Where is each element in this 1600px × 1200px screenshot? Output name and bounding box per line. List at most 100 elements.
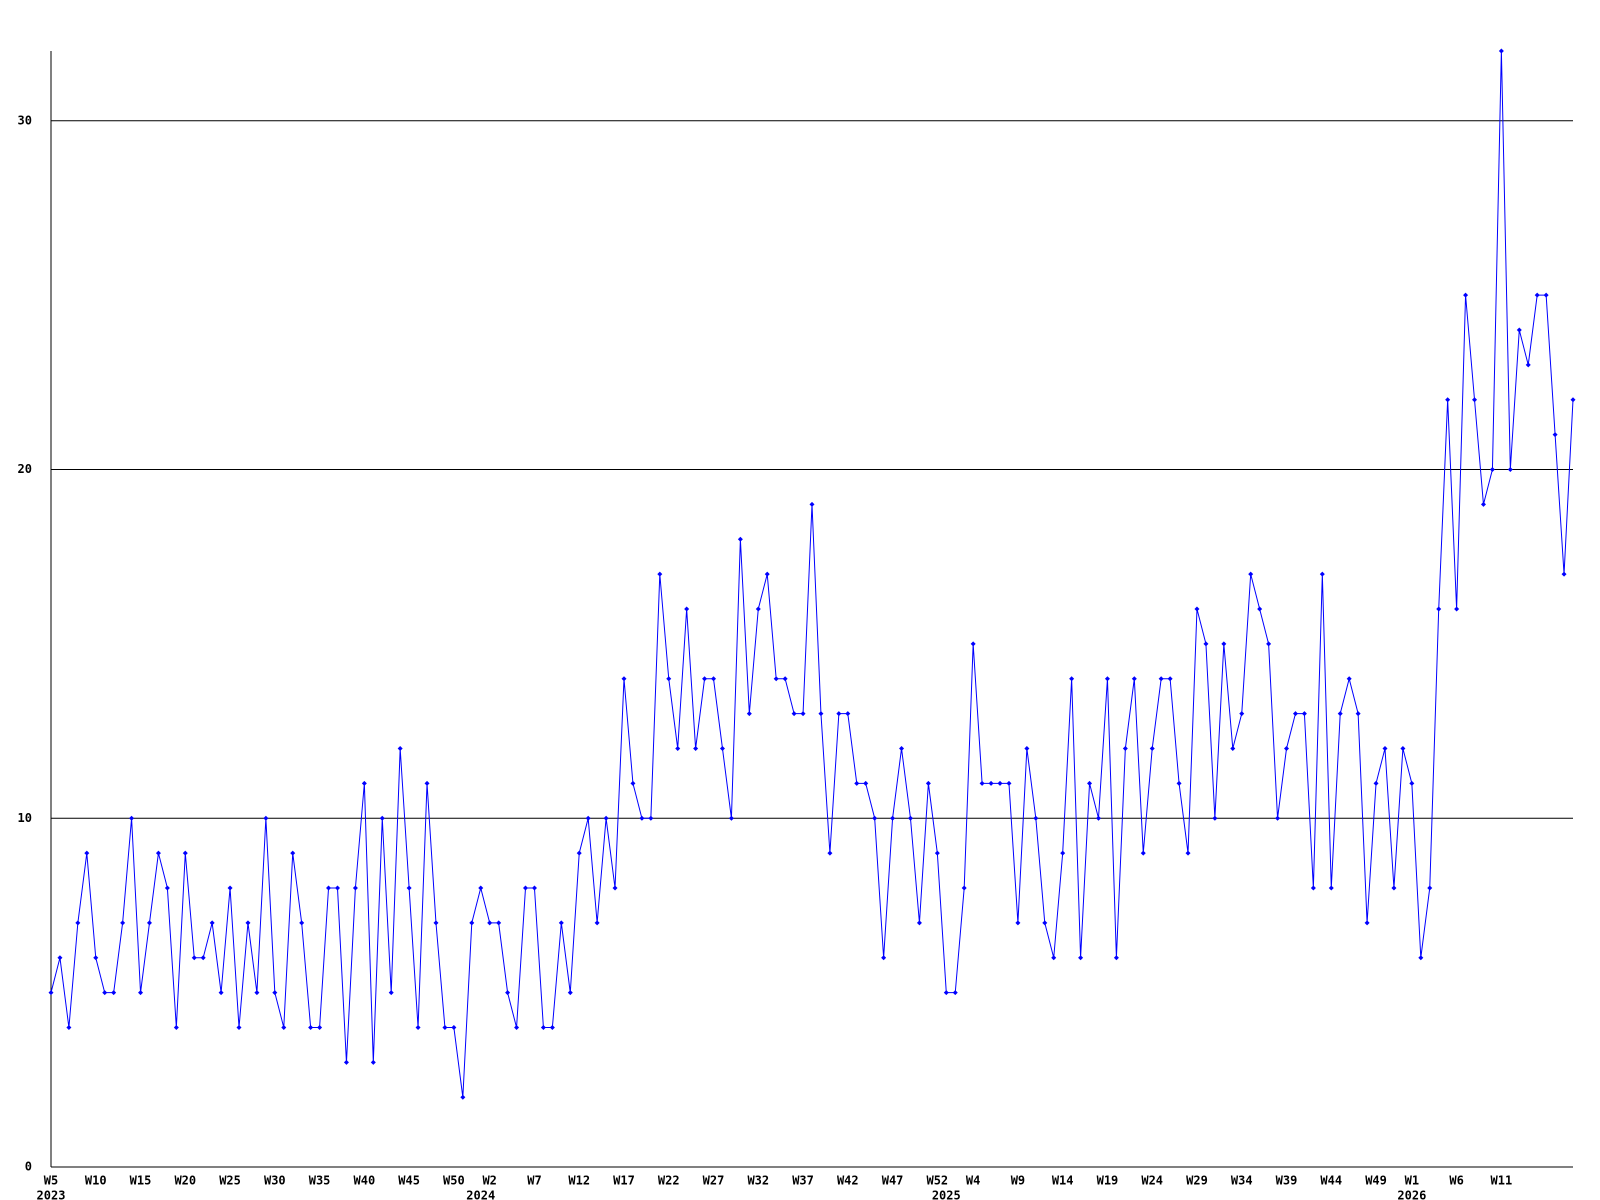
data-point [800, 711, 806, 717]
data-point [442, 1025, 448, 1030]
data-point [191, 955, 197, 961]
x-tick-label: W52 [926, 1174, 948, 1188]
data-point [1525, 362, 1531, 368]
data-point [907, 815, 913, 821]
data-point [496, 920, 502, 926]
data-point [1301, 711, 1307, 717]
data-point [1230, 746, 1236, 751]
data-point [478, 885, 484, 891]
data-point [854, 780, 860, 786]
data-point [299, 920, 305, 926]
data-point [755, 606, 761, 612]
data-point [388, 990, 394, 996]
data-point [540, 1025, 546, 1030]
data-point [621, 676, 627, 682]
data-point [809, 501, 815, 507]
data-point [1069, 676, 1075, 682]
data-point [48, 990, 54, 996]
data-point [1015, 920, 1021, 926]
x-tick-label: W9 [1011, 1174, 1025, 1188]
data-point [988, 780, 994, 786]
data-point [343, 1059, 349, 1065]
data-point [209, 920, 215, 926]
data-point [129, 815, 135, 821]
x-tick-label: W20 [174, 1174, 196, 1188]
data-point [352, 885, 358, 891]
data-point [648, 815, 654, 821]
data-point [406, 885, 412, 891]
data-point [1355, 711, 1361, 717]
data-point [523, 885, 529, 891]
data-line [50, 50, 1574, 1098]
data-point [1364, 920, 1370, 926]
x-tick-label: W39 [1276, 1174, 1298, 1188]
data-point [1328, 885, 1334, 891]
data-point [675, 746, 681, 751]
data-point [1024, 746, 1030, 751]
data-point [102, 990, 108, 996]
data-point [970, 641, 976, 647]
data-point [764, 571, 770, 577]
x-tick-label: W2 [482, 1174, 496, 1188]
data-point [952, 990, 958, 996]
data-point [1131, 676, 1137, 682]
data-point [881, 955, 887, 961]
data-point [1284, 746, 1290, 751]
data-point [1266, 641, 1272, 647]
data-point [415, 1025, 421, 1030]
data-point [1373, 780, 1379, 786]
data-point [594, 920, 600, 926]
data-point [1248, 571, 1254, 577]
data-point [146, 920, 152, 926]
data-point [531, 885, 537, 891]
data-point [1391, 885, 1397, 891]
data-point [1167, 676, 1173, 682]
data-point [451, 1025, 457, 1030]
data-point [1257, 606, 1263, 612]
y-tick-label: 10 [18, 811, 32, 825]
data-point [1463, 292, 1469, 298]
data-point [317, 1025, 323, 1030]
data-point [57, 955, 63, 961]
data-point [630, 780, 636, 786]
x-tick-label: W49 [1365, 1174, 1387, 1188]
data-point [1436, 606, 1442, 612]
data-point [272, 990, 278, 996]
data-point [1104, 676, 1110, 682]
x-tick-label: W27 [703, 1174, 725, 1188]
data-point [836, 711, 842, 717]
data-point [719, 746, 725, 751]
data-point [469, 920, 475, 926]
data-point [890, 815, 896, 821]
y-tick-label: 0 [25, 1160, 32, 1174]
year-label: 2026 [1397, 1189, 1426, 1200]
data-point [1552, 432, 1558, 438]
x-tick-label: W32 [747, 1174, 769, 1188]
x-tick-label: W19 [1097, 1174, 1119, 1188]
data-point [281, 1025, 287, 1030]
data-point [326, 885, 332, 891]
y-tick-label: 20 [18, 462, 32, 476]
x-tick-label: W34 [1231, 1174, 1253, 1188]
x-tick-label: W25 [219, 1174, 241, 1188]
data-point [1489, 467, 1495, 472]
data-point [1310, 885, 1316, 891]
data-point [711, 676, 717, 682]
x-tick-label: W6 [1449, 1174, 1463, 1188]
data-point [1203, 641, 1209, 647]
year-label: 2025 [932, 1189, 961, 1200]
data-point [791, 711, 797, 717]
data-point [1194, 606, 1200, 612]
data-point [1561, 571, 1567, 577]
x-tick-label: W24 [1141, 1174, 1163, 1188]
data-point [1346, 676, 1352, 682]
data-point [1507, 467, 1513, 472]
data-point [603, 815, 609, 821]
data-point [863, 780, 869, 786]
x-tick-label: W1 [1405, 1174, 1419, 1188]
data-point [138, 990, 144, 996]
data-point [1418, 955, 1424, 961]
data-point [1427, 885, 1433, 891]
data-point [549, 1025, 555, 1030]
